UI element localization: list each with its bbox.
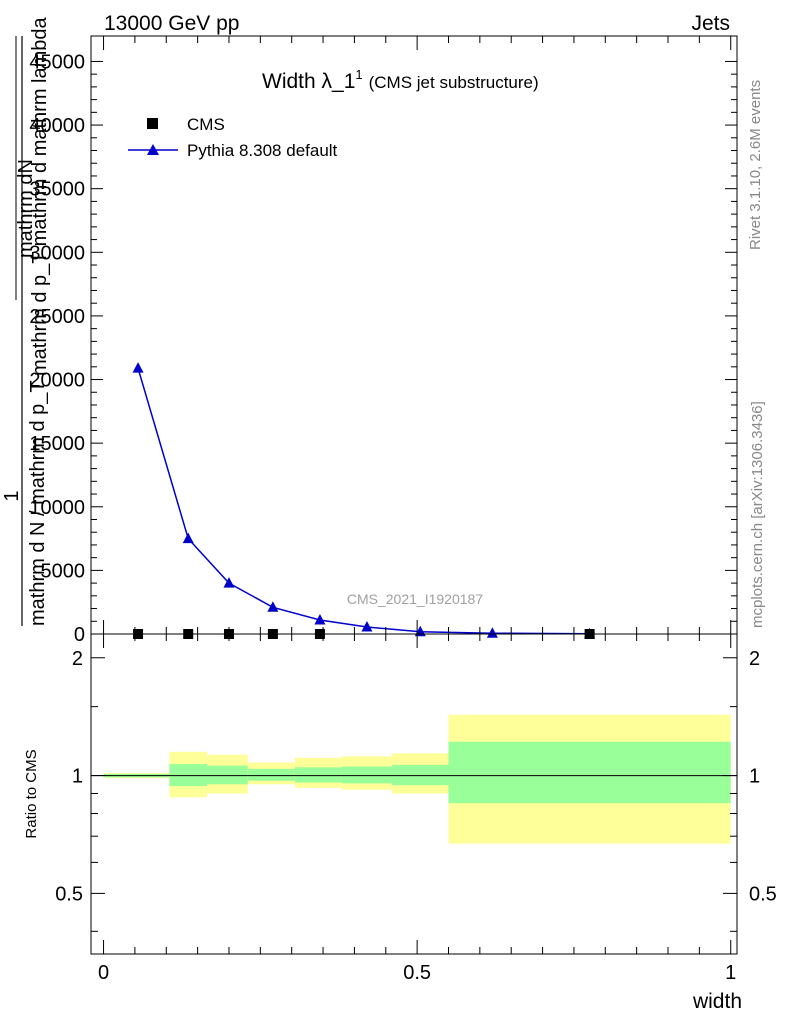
y-label-dn: mathrm dN <box>15 159 37 258</box>
legend-pythia-marker <box>147 144 159 155</box>
ratio-x-tick-label: 0.5 <box>403 962 431 984</box>
main-y-tick-label: 35000 <box>29 179 85 201</box>
ratio-y-tick-label: 1 <box>72 766 83 788</box>
ratio-panel-frame <box>90 633 738 955</box>
ratio-inner-band <box>207 765 248 785</box>
ratio-y-axis: 0.5 0.5 1 1 2 2 <box>55 648 777 932</box>
main-y-tick-label: 10000 <box>29 497 85 519</box>
y-label-denominator: mathrm d N / mathrm d p_T <box>27 380 49 626</box>
legend-pythia-label: Pythia 8.308 default <box>187 141 338 160</box>
ratio-inner-band <box>247 768 295 781</box>
ratio-inner-band <box>294 767 342 783</box>
ratio-y-tick-label-right: 0.5 <box>749 883 777 905</box>
main-y-tick-label: 30000 <box>29 242 85 264</box>
rivet-version-label: Rivet 3.1.10, 2.6M events <box>747 80 764 250</box>
ratio-x-tick-label: 1 <box>725 962 736 984</box>
pythia-point <box>314 614 326 625</box>
y-label-dpt-dlambda: mathrm d p_T mathrm d mathrm lambda <box>29 16 51 376</box>
ratio-y-tick-label: 0.5 <box>55 883 83 905</box>
ratio-bands-layer <box>103 714 731 844</box>
main-y-tick-label: 40000 <box>29 115 85 137</box>
main-y-tick-label: 45000 <box>29 51 85 73</box>
main-y-tick-label: 20000 <box>29 370 85 392</box>
ratio-y-tick-label-right: 1 <box>749 766 760 788</box>
y-label-numerator: 1 <box>1 490 23 501</box>
chart-title: Width λ_11 (CMS jet substructure) <box>262 67 539 93</box>
legend-cms-marker <box>147 118 158 129</box>
pythia-point <box>361 621 373 632</box>
main-y-tick-label: 25000 <box>29 306 85 328</box>
header-right-label: Jets <box>691 12 730 35</box>
ratio-y-axis-label: Ratio to CMS <box>23 749 40 838</box>
ratio-inner-band <box>448 741 731 804</box>
ratio-inner-band <box>392 764 449 786</box>
ratio-x-axis: 0 0.5 1 <box>98 634 736 984</box>
pythia-point <box>223 577 235 588</box>
analysis-watermark: CMS_2021_I1920187 <box>347 591 483 607</box>
mcplots-source-label: mcplots.cern.ch [arXiv:1306.3436] <box>749 401 766 628</box>
header-left-label: 13000 GeV pp <box>104 12 239 35</box>
ratio-y-tick-label: 2 <box>72 648 83 670</box>
main-y-axis: 0 5000 10000 15000 20000 25000 30000 35000 40000… <box>29 51 737 646</box>
main-y-tick-label: 0 <box>74 624 85 646</box>
main-y-tick-label: 5000 <box>41 560 86 582</box>
pythia-point <box>486 627 498 638</box>
x-axis-label: width <box>692 990 742 1013</box>
pythia-point <box>132 362 144 373</box>
ratio-y-tick-label-right: 2 <box>749 648 760 670</box>
pythia-point <box>267 601 279 612</box>
main-y-tick-label: 15000 <box>29 433 85 455</box>
ratio-x-tick-label: 0 <box>98 962 109 984</box>
pythia-point <box>182 532 194 544</box>
legend: CMS Pythia 8.308 default <box>128 115 338 160</box>
ratio-inner-band <box>341 766 393 784</box>
main-x-axis-ticks <box>103 36 732 634</box>
legend-cms-label: CMS <box>187 115 225 134</box>
main-y-axis-label: 1 mathrm dN mathrm d p_T mathrm d mathrm… <box>1 16 51 626</box>
